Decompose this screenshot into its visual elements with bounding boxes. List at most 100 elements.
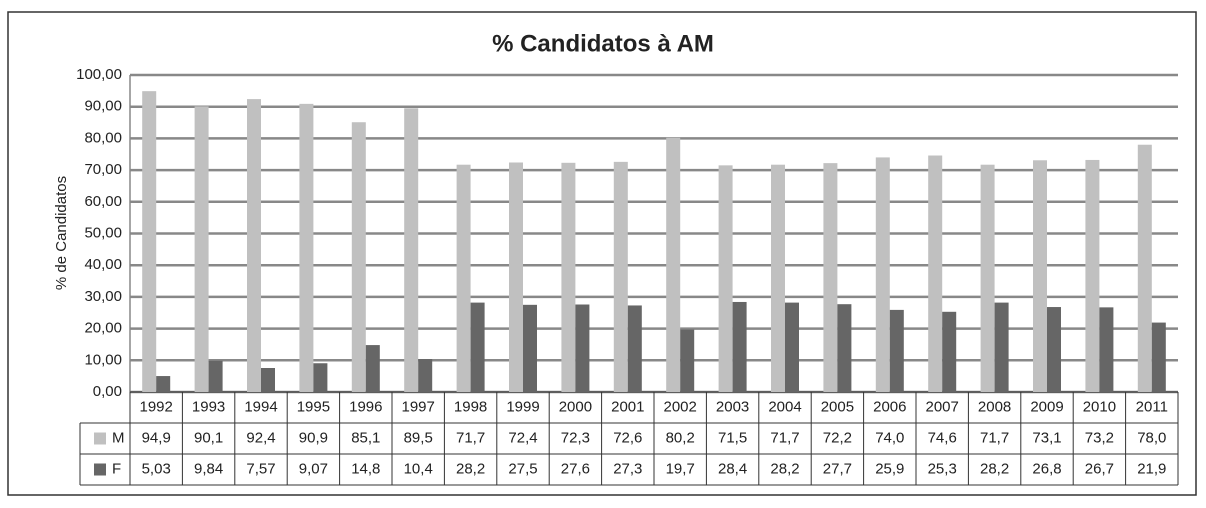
table-value: 28,4 <box>718 460 747 477</box>
bar <box>261 368 275 392</box>
bar <box>627 305 642 392</box>
table-value: 74,0 <box>875 429 904 446</box>
x-tick-label: 1995 <box>297 398 330 415</box>
bar <box>247 99 261 392</box>
bar <box>142 91 157 393</box>
bar <box>1047 307 1061 392</box>
table-value: 14,8 <box>351 460 380 477</box>
y-tick-label: 60,00 <box>84 193 122 210</box>
table-value: 89,5 <box>404 429 433 446</box>
table-value: 90,1 <box>194 429 223 446</box>
bar <box>470 302 485 392</box>
table-value: 94,9 <box>142 429 171 446</box>
table-value: 21,9 <box>1137 460 1166 477</box>
bar <box>889 309 904 392</box>
bar <box>666 137 681 392</box>
bar <box>613 161 628 392</box>
y-tick-label: 40,00 <box>84 256 122 273</box>
bar <box>1085 159 1100 392</box>
x-tick-label: 2009 <box>1030 398 1063 415</box>
bar <box>575 304 590 392</box>
table-value: 72,2 <box>823 429 852 446</box>
y-tick-label: 100,00 <box>76 66 122 83</box>
x-tick-label: 2002 <box>664 398 697 415</box>
table-value: 71,7 <box>456 429 485 446</box>
table-value: 9,07 <box>299 460 328 477</box>
bar <box>208 360 223 392</box>
table-value: 92,4 <box>246 429 275 446</box>
x-tick-label: 2007 <box>926 398 959 415</box>
x-tick-label: 2003 <box>716 398 749 415</box>
bar <box>365 345 380 392</box>
table-value: 73,2 <box>1085 429 1114 446</box>
y-axis-label: % de Candidatos <box>53 176 70 290</box>
bar <box>156 376 171 392</box>
table-value: 27,7 <box>823 460 852 477</box>
chart-title: % Candidatos à AM <box>492 30 714 57</box>
table-value: 72,3 <box>561 429 590 446</box>
table-value: 74,6 <box>928 429 957 446</box>
legend-swatch <box>94 463 106 476</box>
table-value: 27,5 <box>508 460 537 477</box>
table-value: 90,9 <box>299 429 328 446</box>
y-tick-label: 50,00 <box>84 224 122 241</box>
table-value: 85,1 <box>351 429 380 446</box>
table-value: 72,6 <box>613 429 642 446</box>
table-value: 25,9 <box>875 460 904 477</box>
table-value: 72,4 <box>508 429 537 446</box>
table-value: 10,4 <box>404 460 433 477</box>
x-tick-label: 1994 <box>244 398 277 415</box>
table-value: 28,2 <box>980 460 1009 477</box>
x-tick-label: 1999 <box>506 398 539 415</box>
y-tick-label: 0,00 <box>93 383 122 400</box>
bar <box>732 301 747 392</box>
x-tick-label: 2005 <box>821 398 854 415</box>
legend-label: F <box>112 460 121 477</box>
x-tick-label: 1996 <box>349 398 382 415</box>
x-tick-label: 2008 <box>978 398 1011 415</box>
bar <box>1033 160 1047 392</box>
table-value: 71,5 <box>718 429 747 446</box>
bar <box>718 165 733 392</box>
table-value: 5,03 <box>142 460 171 477</box>
bar <box>456 164 471 392</box>
x-tick-label: 1997 <box>402 398 435 415</box>
x-tick-label: 1998 <box>454 398 487 415</box>
bar <box>875 157 890 392</box>
x-tick-label: 1993 <box>192 398 225 415</box>
bar <box>313 363 328 392</box>
bar <box>1151 322 1166 392</box>
y-tick-label: 70,00 <box>84 161 122 178</box>
legend-swatch <box>94 432 106 445</box>
bar <box>680 329 695 392</box>
y-tick-label: 90,00 <box>84 98 122 115</box>
bar <box>418 359 433 392</box>
bar <box>1137 144 1152 392</box>
bar <box>785 302 799 392</box>
bar <box>509 162 523 392</box>
bar <box>771 164 785 392</box>
bar <box>561 162 576 392</box>
bar <box>523 304 537 392</box>
bar <box>823 163 838 392</box>
x-tick-label: 2011 <box>1136 398 1168 415</box>
bar <box>404 108 419 392</box>
table-value: 28,2 <box>770 460 799 477</box>
table-value: 19,7 <box>666 460 695 477</box>
chart-border <box>7 11 1197 496</box>
table-value: 80,2 <box>666 429 695 446</box>
y-tick-label: 10,00 <box>84 351 122 368</box>
y-tick-label: 30,00 <box>84 288 122 305</box>
table-value: 25,3 <box>928 460 957 477</box>
bar <box>1099 307 1114 392</box>
x-tick-label: 2010 <box>1083 398 1116 415</box>
table-value: 78,0 <box>1137 429 1166 446</box>
table-value: 26,8 <box>1032 460 1061 477</box>
x-tick-label: 1992 <box>140 398 173 415</box>
bar <box>837 304 852 392</box>
bar <box>194 106 209 393</box>
bar <box>299 103 314 393</box>
table-value: 7,57 <box>246 460 275 477</box>
table-value: 28,2 <box>456 460 485 477</box>
